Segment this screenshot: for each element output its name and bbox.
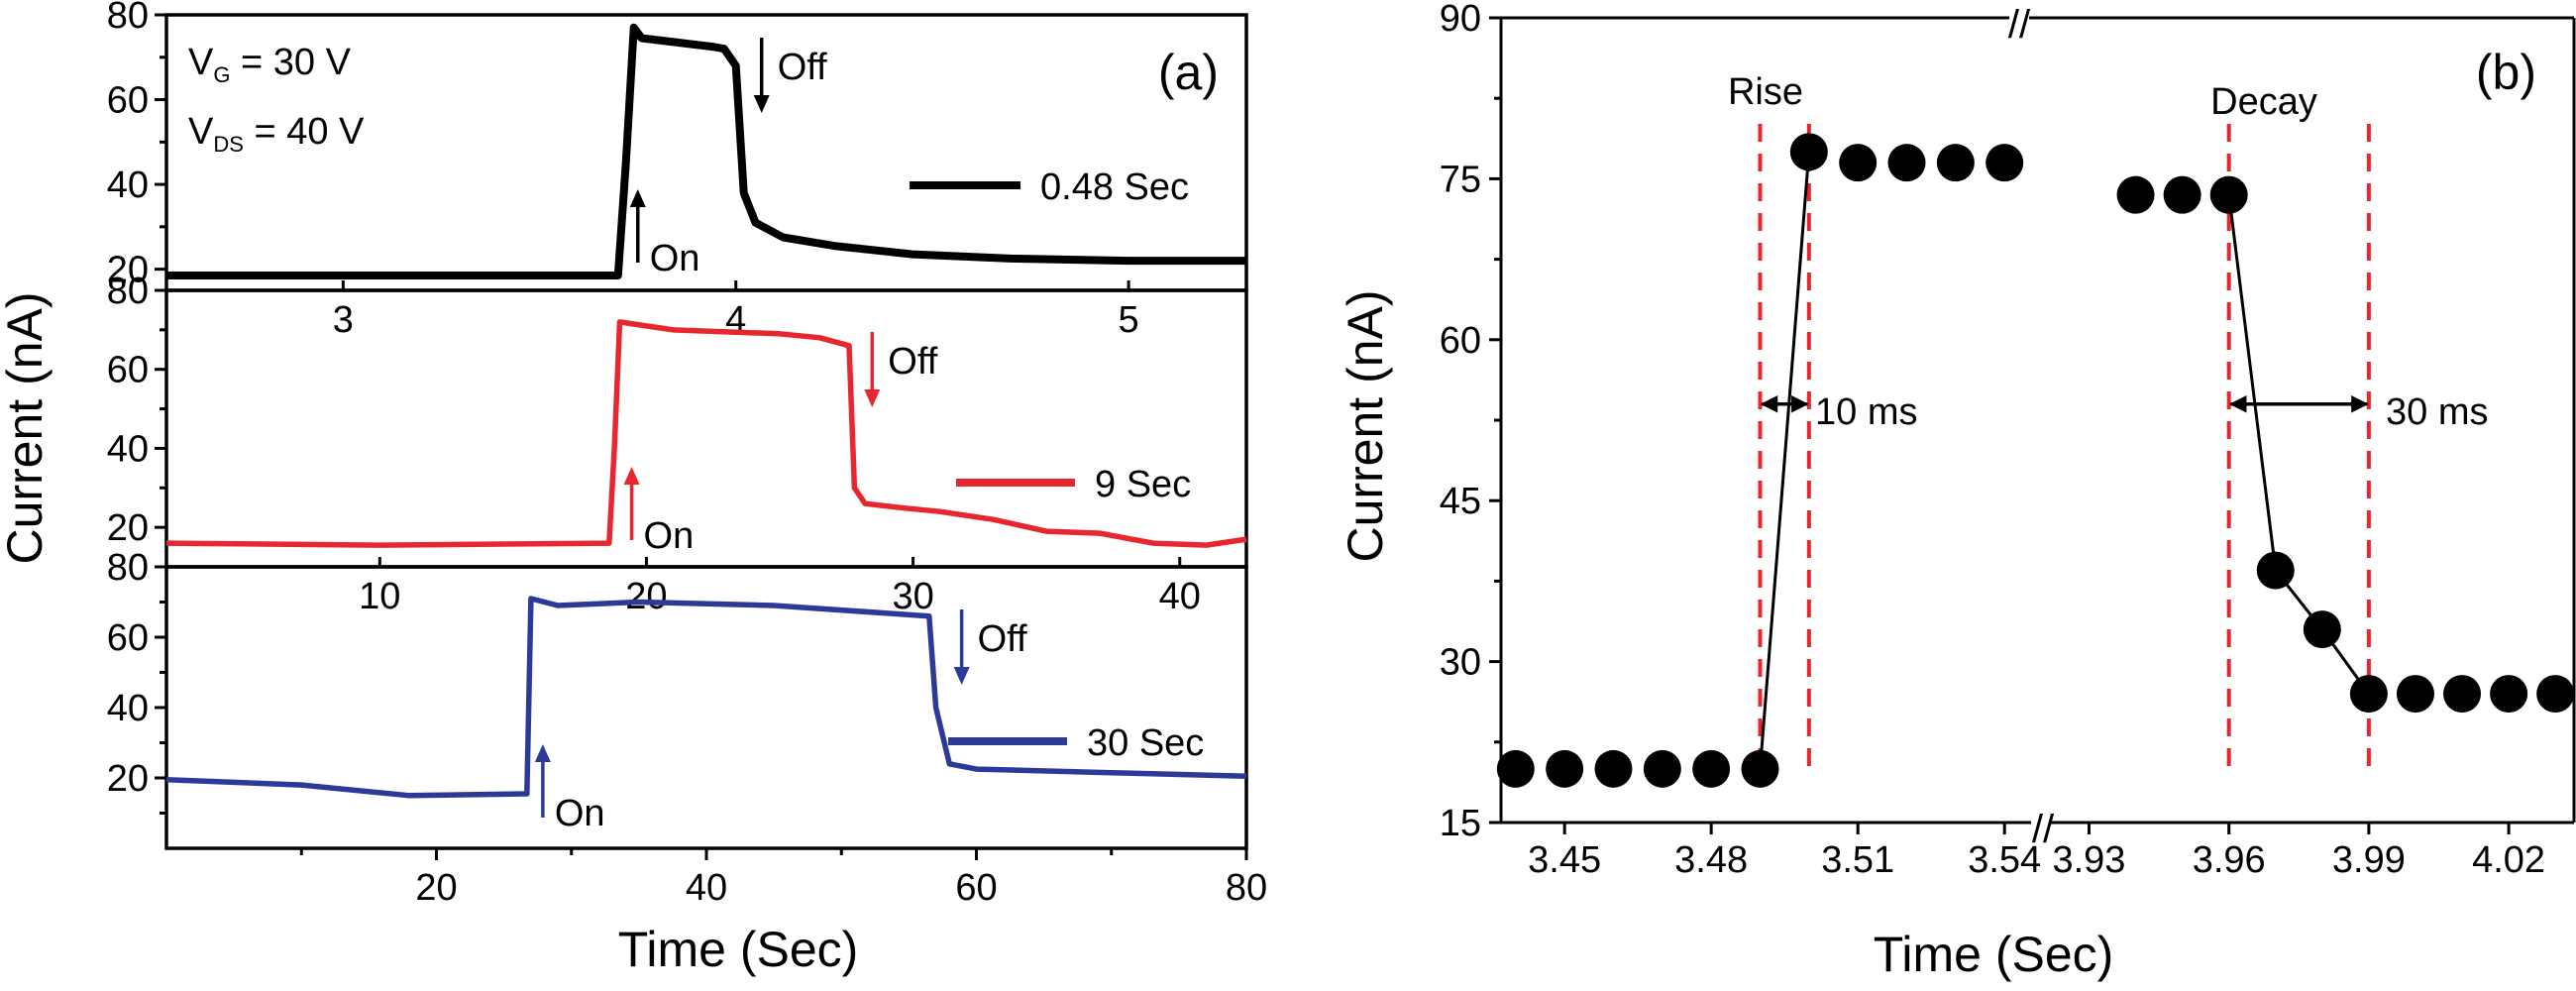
x-tick-label: 40 [1159, 576, 1201, 617]
panel-a-y-axis-label: Current (nA) [0, 291, 53, 564]
data-point [2116, 175, 2155, 214]
data-point [2303, 610, 2341, 649]
data-point [2490, 675, 2528, 714]
y-tick-label: 40 [107, 428, 149, 470]
y-tick-label: 60 [107, 350, 149, 391]
x-tick-label: 5 [1119, 299, 1139, 341]
connector-line [1759, 152, 1811, 770]
panel-b: 15 30 45 60 75 90 3.45 3.48 3.51 3.54 3.93 3.96 3.99… [1338, 0, 2576, 982]
data-point [1887, 144, 1926, 182]
off-label: Off [888, 341, 937, 383]
panel-a-label: (a) [1158, 45, 1219, 100]
y-tick-label: 45 [1440, 481, 1481, 522]
y-tick-label: 20 [107, 758, 149, 800]
y-tick-label: 40 [107, 688, 149, 729]
series-line-0-48-sec [166, 23, 1246, 279]
connector-line [2227, 194, 2371, 695]
y-tick-label: 80 [107, 547, 149, 589]
subplot-9-sec: 20 40 60 80 10 20 30 40 9 Sec On Off [107, 271, 1248, 617]
series-line-9-sec [165, 319, 1247, 548]
decay-label: Decay [2210, 81, 2317, 123]
data-point [1741, 749, 1779, 788]
on-label: On [555, 793, 605, 834]
y-tick-label: 60 [107, 617, 149, 659]
series-line-30-sec [165, 596, 1247, 799]
data-point [1594, 749, 1633, 788]
off-label: Off [778, 47, 827, 88]
data-point [1496, 749, 1535, 788]
x-tick-label: 80 [1226, 867, 1267, 909]
x-tick-label: 3.96 [2193, 839, 2266, 881]
legend-label: 9 Sec [1095, 464, 1191, 505]
on-label: On [650, 238, 700, 279]
off-arrow-head [953, 667, 970, 685]
data-point [1692, 749, 1731, 788]
off-label: Off [978, 618, 1027, 660]
x-tick-label: 60 [955, 867, 997, 909]
y-tick-label: 40 [107, 165, 149, 206]
response-time-plot: 15 30 45 60 75 90 3.45 3.48 3.51 3.54 3.93 3.96 3.99… [1440, 0, 2576, 881]
data-point [1546, 749, 1584, 788]
x-tick-label: 40 [686, 867, 727, 909]
decay-duration-label: 30 ms [2386, 391, 2488, 433]
data-point [1986, 144, 2024, 182]
x-tick-label: 30 [892, 576, 933, 617]
data-point [2349, 675, 2388, 714]
data-point [2163, 175, 2201, 214]
panel-a-x-axis-label: Time (Sec) [618, 922, 859, 977]
subplot-30-sec: 20 40 60 80 20 40 60 80 30 Sec On Off [107, 547, 1267, 909]
data-point [1936, 144, 1975, 182]
legend-label: 0.48 Sec [1040, 166, 1189, 208]
panel-b-label: (b) [2476, 45, 2536, 100]
x-tick-label: 3.45 [1528, 839, 1601, 881]
axis-break-mark-bottom: // [2032, 808, 2055, 851]
off-arrow-head [864, 389, 881, 407]
x-tick-label: 3 [333, 299, 354, 341]
x-tick-label: 3.54 [1968, 839, 2041, 881]
data-point [2209, 175, 2248, 214]
y-tick-label: 80 [107, 0, 149, 37]
data-point [2443, 675, 2482, 714]
y-tick-label: 30 [1440, 642, 1481, 684]
y-tick-label: 20 [107, 507, 149, 549]
x-tick-label: 10 [359, 576, 400, 617]
on-arrow-head [623, 467, 640, 485]
x-tick-label: 3.51 [1821, 839, 1894, 881]
y-tick-label: 20 [107, 250, 149, 291]
data-point [2396, 675, 2434, 714]
off-arrow-head [753, 95, 770, 113]
data-point [2256, 551, 2295, 590]
x-tick-label: 20 [415, 867, 457, 909]
x-tick-label: 4.02 [2472, 839, 2545, 881]
x-tick-label: 3.48 [1674, 839, 1748, 881]
vg-condition: VG = 30 V [188, 42, 352, 87]
data-point [1643, 749, 1681, 788]
data-point [1789, 133, 1828, 171]
legend-label: 30 Sec [1087, 722, 1204, 764]
on-arrow-head [629, 189, 646, 207]
data-point [1839, 144, 1878, 182]
axis-break-mark-top: // [2008, 3, 2031, 47]
x-tick-label: 3.99 [2332, 839, 2406, 881]
y-tick-label: 15 [1440, 803, 1481, 844]
data-point [2536, 675, 2575, 714]
panel-b-x-axis-label: Time (Sec) [1874, 927, 2114, 982]
subplot-frame [164, 565, 1248, 850]
y-tick-label: 75 [1440, 159, 1481, 200]
rise-label: Rise [1728, 71, 1803, 113]
panel-b-y-axis-label: Current (nA) [1338, 289, 1393, 562]
on-label: On [644, 515, 695, 557]
x-tick-label: 3.93 [2052, 839, 2125, 881]
y-tick-label: 60 [107, 80, 149, 122]
y-tick-label: 80 [107, 271, 149, 312]
x-tick-label: 20 [625, 576, 667, 617]
y-tick-label: 60 [1440, 320, 1481, 362]
rise-duration-label: 10 ms [1815, 391, 1917, 433]
vds-condition: VDS = 40 V [188, 111, 365, 157]
y-tick-label: 90 [1440, 0, 1481, 40]
on-arrow-head [534, 744, 551, 762]
